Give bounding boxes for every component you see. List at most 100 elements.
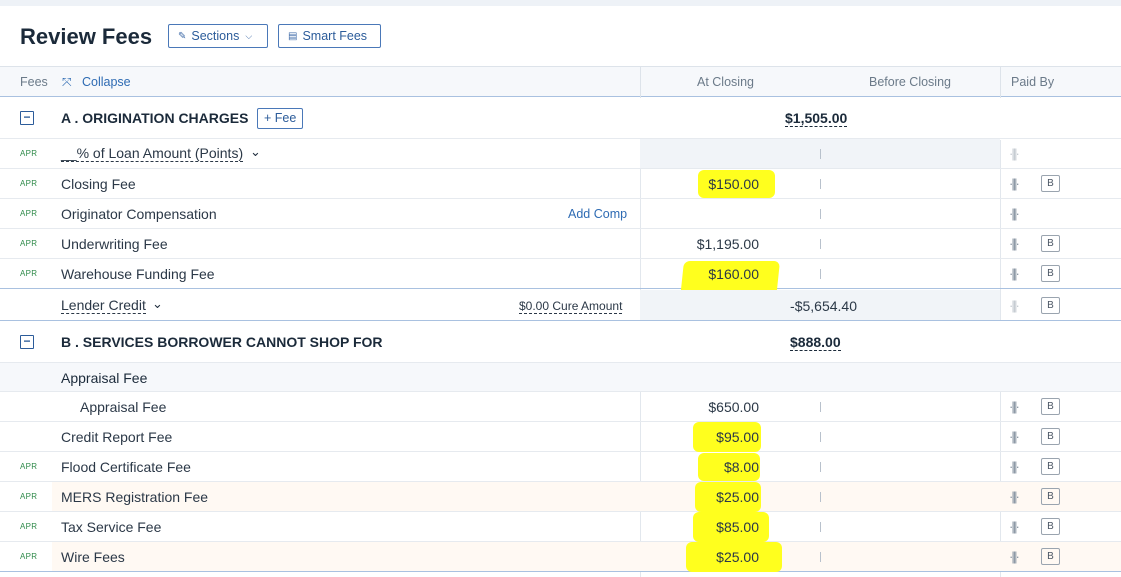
paid-by-badge[interactable]: B bbox=[1041, 548, 1060, 565]
apr-tag: APR bbox=[20, 149, 38, 158]
chevron-down-icon[interactable]: ⌄ bbox=[250, 144, 261, 159]
before-closing-marker bbox=[820, 149, 821, 159]
lender-credit-label[interactable]: Lender Credit bbox=[61, 297, 146, 314]
collapse-link[interactable]: Collapse bbox=[82, 75, 131, 89]
column-divider bbox=[640, 67, 641, 98]
column-at-closing: At Closing bbox=[697, 75, 754, 89]
cure-amount-link[interactable]: $0.00 Cure Amount bbox=[519, 299, 623, 314]
page-header: Review Fees ✎ Sections ⌵ ▤ Smart Fees bbox=[0, 6, 1121, 66]
split-icon[interactable]: ·|||· bbox=[1009, 429, 1020, 444]
chevron-down-icon[interactable]: ⌄ bbox=[152, 296, 163, 311]
sections-label: Sections bbox=[191, 29, 240, 43]
at-closing-amount[interactable]: $25.00 bbox=[716, 489, 759, 505]
pencil-icon: ✎ bbox=[178, 30, 187, 42]
minus-square-icon[interactable]: − bbox=[20, 335, 34, 349]
split-icon[interactable]: ·|||· bbox=[1009, 236, 1020, 251]
fee-row: APR Underwriting Fee $1,195.00 ·|||· B bbox=[0, 229, 1121, 259]
at-closing-amount[interactable]: $25.00 bbox=[716, 549, 759, 565]
before-closing-marker bbox=[820, 522, 821, 532]
paid-by-badge[interactable]: B bbox=[1041, 235, 1060, 252]
split-icon[interactable]: ·|||· bbox=[1009, 519, 1020, 534]
paid-by-badge[interactable]: B bbox=[1041, 265, 1060, 282]
at-closing-amount[interactable]: $650.00 bbox=[708, 399, 759, 415]
before-closing-marker bbox=[820, 432, 821, 442]
fee-row: APR Tax Service Fee $85.00 ·|||· B bbox=[0, 512, 1121, 542]
split-icon[interactable]: ·|||· bbox=[1009, 489, 1020, 504]
column-fees: Fees bbox=[20, 75, 48, 89]
split-icon[interactable]: ·|||· bbox=[1009, 399, 1020, 414]
apr-tag: APR bbox=[20, 239, 38, 248]
chevron-down-icon: ⌵ bbox=[245, 30, 253, 41]
fee-row: Credit Report Fee $95.00 ·|||· B bbox=[0, 422, 1121, 452]
fee-row: APR Closing Fee $150.00 ·|||· B bbox=[0, 169, 1121, 199]
highlight-mark bbox=[698, 453, 760, 481]
paid-by-badge[interactable]: B bbox=[1041, 458, 1060, 475]
split-icon[interactable]: ·|||· bbox=[1009, 266, 1020, 281]
split-icon[interactable]: ·|||· bbox=[1009, 206, 1020, 221]
column-before-closing: Before Closing bbox=[869, 75, 951, 89]
paid-by-badge[interactable]: B bbox=[1041, 175, 1060, 192]
column-divider bbox=[1000, 67, 1001, 98]
section-a-header: − A . ORIGINATION CHARGES + Fee $1,505.0… bbox=[0, 97, 1121, 139]
before-closing-marker bbox=[820, 462, 821, 472]
fee-row: APR Warehouse Funding Fee $160.00 ·|||· … bbox=[0, 259, 1121, 299]
top-strip bbox=[0, 0, 1121, 6]
highlight-mark bbox=[693, 512, 769, 542]
column-divider bbox=[1000, 362, 1001, 577]
at-closing-amount[interactable]: $150.00 bbox=[708, 176, 759, 192]
minus-square-icon[interactable]: − bbox=[20, 111, 34, 125]
at-closing-amount[interactable]: $95.00 bbox=[716, 429, 759, 445]
document-icon: ▤ bbox=[288, 30, 298, 42]
split-icon[interactable]: ·|||· bbox=[1009, 459, 1020, 474]
fee-label: Warehouse Funding Fee bbox=[61, 266, 215, 282]
add-fee-button[interactable]: + Fee bbox=[257, 108, 304, 129]
fee-row: Appraisal Fee $650.00 ·|||· B bbox=[0, 392, 1121, 422]
highlight-mark bbox=[698, 170, 775, 198]
at-closing-amount[interactable]: $160.00 bbox=[708, 266, 759, 282]
fee-label: Closing Fee bbox=[61, 176, 136, 192]
section-b-total[interactable]: $888.00 bbox=[790, 334, 841, 351]
at-closing-amount[interactable]: $8.00 bbox=[723, 459, 759, 475]
fee-label: Wire Fees bbox=[61, 549, 125, 565]
row-shade bbox=[52, 482, 1121, 511]
at-closing-amount[interactable]: $1,195.00 bbox=[696, 236, 759, 252]
column-divider bbox=[640, 140, 641, 320]
paid-by-badge[interactable]: B bbox=[1041, 398, 1060, 415]
smart-fees-button[interactable]: ▤ Smart Fees bbox=[278, 24, 381, 48]
before-closing-marker bbox=[820, 209, 821, 219]
fee-label: Credit Report Fee bbox=[61, 429, 173, 445]
apr-tag: APR bbox=[20, 269, 38, 278]
sections-button[interactable]: ✎ Sections ⌵ bbox=[168, 24, 268, 48]
paid-by-badge[interactable]: B bbox=[1041, 428, 1060, 445]
highlight-mark bbox=[686, 542, 782, 572]
fee-label: Originator Compensation bbox=[61, 206, 217, 222]
section-a-total[interactable]: $1,505.00 bbox=[785, 110, 848, 127]
split-icon[interactable]: ·|||· bbox=[1009, 549, 1020, 564]
fee-label[interactable]: __% of Loan Amount (Points) bbox=[61, 145, 244, 162]
at-closing-amount[interactable]: $85.00 bbox=[716, 519, 759, 535]
apr-tag: APR bbox=[20, 552, 38, 561]
apr-tag: APR bbox=[20, 462, 38, 471]
before-closing-marker bbox=[820, 179, 821, 189]
split-icon: ·|||· bbox=[1009, 298, 1020, 313]
paid-by-badge[interactable]: B bbox=[1041, 518, 1060, 535]
apr-tag: APR bbox=[20, 522, 38, 531]
column-header: Fees ⤧ Collapse At Closing Before Closin… bbox=[0, 66, 1121, 98]
before-closing-marker bbox=[820, 552, 821, 562]
paid-by-badge[interactable]: B bbox=[1041, 488, 1060, 505]
column-divider bbox=[1000, 140, 1001, 320]
apr-tag: APR bbox=[20, 179, 38, 188]
fee-row: APR MERS Registration Fee $25.00 ·|||· B bbox=[0, 482, 1121, 512]
paid-by-badge[interactable]: B bbox=[1041, 297, 1060, 314]
apr-tag: APR bbox=[20, 209, 38, 218]
apr-tag: APR bbox=[20, 492, 38, 501]
collapse-arrows-icon[interactable]: ⤧ bbox=[62, 75, 72, 89]
split-icon[interactable]: ·|||· bbox=[1009, 176, 1020, 191]
fee-row: APR __% of Loan Amount (Points) ⌄ ·|||· bbox=[0, 139, 1121, 169]
split-icon: ·|||· bbox=[1009, 146, 1020, 161]
before-closing-marker bbox=[820, 402, 821, 412]
add-comp-link[interactable]: Add Comp bbox=[568, 207, 628, 221]
smart-fees-label: Smart Fees bbox=[302, 29, 368, 43]
column-divider bbox=[640, 362, 641, 577]
fee-group-label: Appraisal Fee bbox=[61, 370, 148, 386]
